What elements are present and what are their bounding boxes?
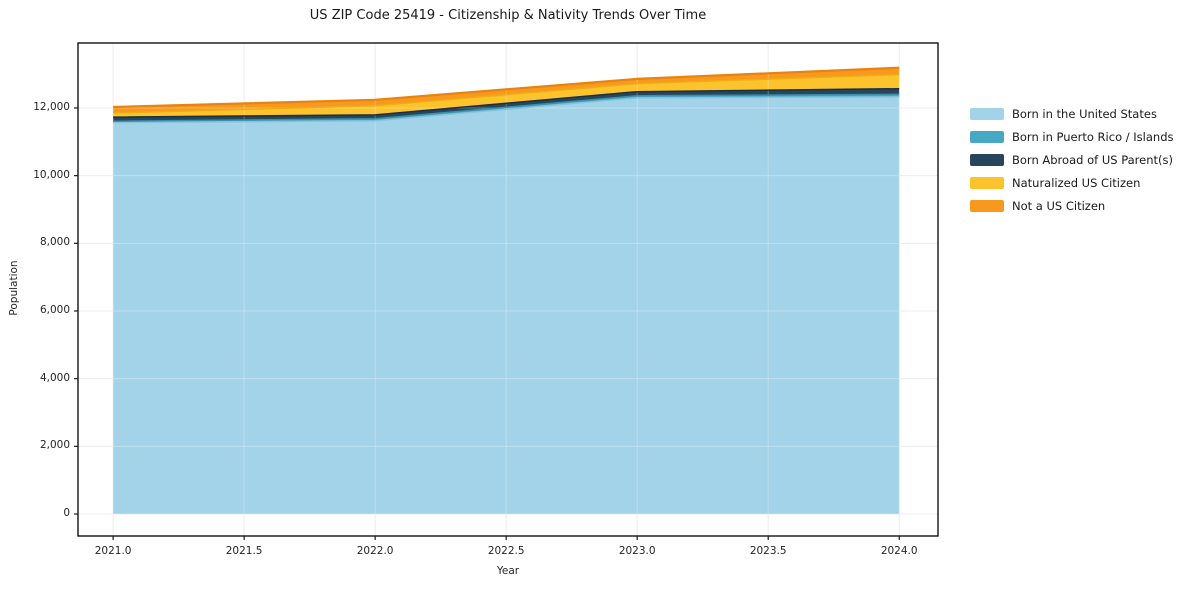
legend-label: Naturalized US Citizen [1012, 175, 1141, 190]
area-born-abroad-of-us-parent-s [113, 88, 900, 122]
legend-label: Born in the United States [1012, 106, 1157, 121]
area-born-in-puerto-rico-islands [113, 94, 900, 123]
area-naturalized-us-citizen [113, 74, 900, 118]
chart-title: US ZIP Code 25419 - Citizenship & Nativi… [309, 8, 707, 23]
edge-line-born-abroad-of-us-parent-s [113, 87, 900, 118]
legend-item-born-in-the-united-states: Born in the United States [970, 102, 1174, 125]
x-tick-label: 2023.0 [618, 545, 656, 557]
legend-item-born-abroad-of-us-parent-s: Born Abroad of US Parent(s) [970, 148, 1174, 171]
y-tick-label: 4,000 [39, 371, 70, 384]
axes-spines [77, 42, 939, 537]
y-tick-label: 6,000 [39, 304, 70, 316]
y-tick-label: 0 [63, 507, 70, 519]
edge-line-naturalized-us-citizen [113, 73, 900, 114]
x-tick-label: 2022.0 [356, 545, 394, 557]
x-tick-label: 2021.5 [225, 545, 263, 557]
x-tick-label: 2024.0 [880, 545, 918, 557]
y-tick-label: 2,000 [39, 439, 70, 452]
legend-label: Born in Puerto Rico / Islands [1012, 129, 1174, 144]
legend-label: Not a US Citizen [1012, 198, 1106, 213]
legend-swatch-born-abroad-of-us-parent-s [970, 153, 1004, 166]
x-tick-label: 2021.0 [94, 545, 132, 557]
legend-swatch-born-in-the-united-states [970, 107, 1004, 120]
legend-item-not-a-us-citizen: Not a US Citizen [970, 194, 1174, 217]
legend-swatch-born-in-puerto-rico-islands [970, 130, 1004, 143]
edge-line-born-in-puerto-rico-islands [113, 93, 900, 122]
legend-swatch-not-a-us-citizen [970, 199, 1004, 212]
legend-item-naturalized-us-citizen: Naturalized US Citizen [970, 171, 1174, 194]
x-tick-label: 2022.5 [487, 545, 525, 557]
legend-label: Born Abroad of US Parent(s) [1012, 152, 1173, 167]
edge-line-not-a-us-citizen [113, 66, 900, 109]
x-axis-label: Year [496, 565, 520, 577]
edge-line-born-in-the-united-states [113, 96, 900, 124]
area-born-in-the-united-states [113, 96, 900, 515]
y-tick-label: 8,000 [39, 236, 70, 249]
legend: Born in the United States Born in Puerto … [970, 102, 1174, 217]
y-tick-label: 12,000 [33, 101, 70, 113]
x-tick-label: 2023.5 [749, 545, 787, 557]
y-axis-label: Population [8, 260, 20, 316]
legend-swatch-naturalized-us-citizen [970, 176, 1004, 189]
legend-item-born-in-puerto-rico-islands: Born in Puerto Rico / Islands [970, 125, 1174, 148]
y-tick-label: 10,000 [33, 168, 70, 181]
